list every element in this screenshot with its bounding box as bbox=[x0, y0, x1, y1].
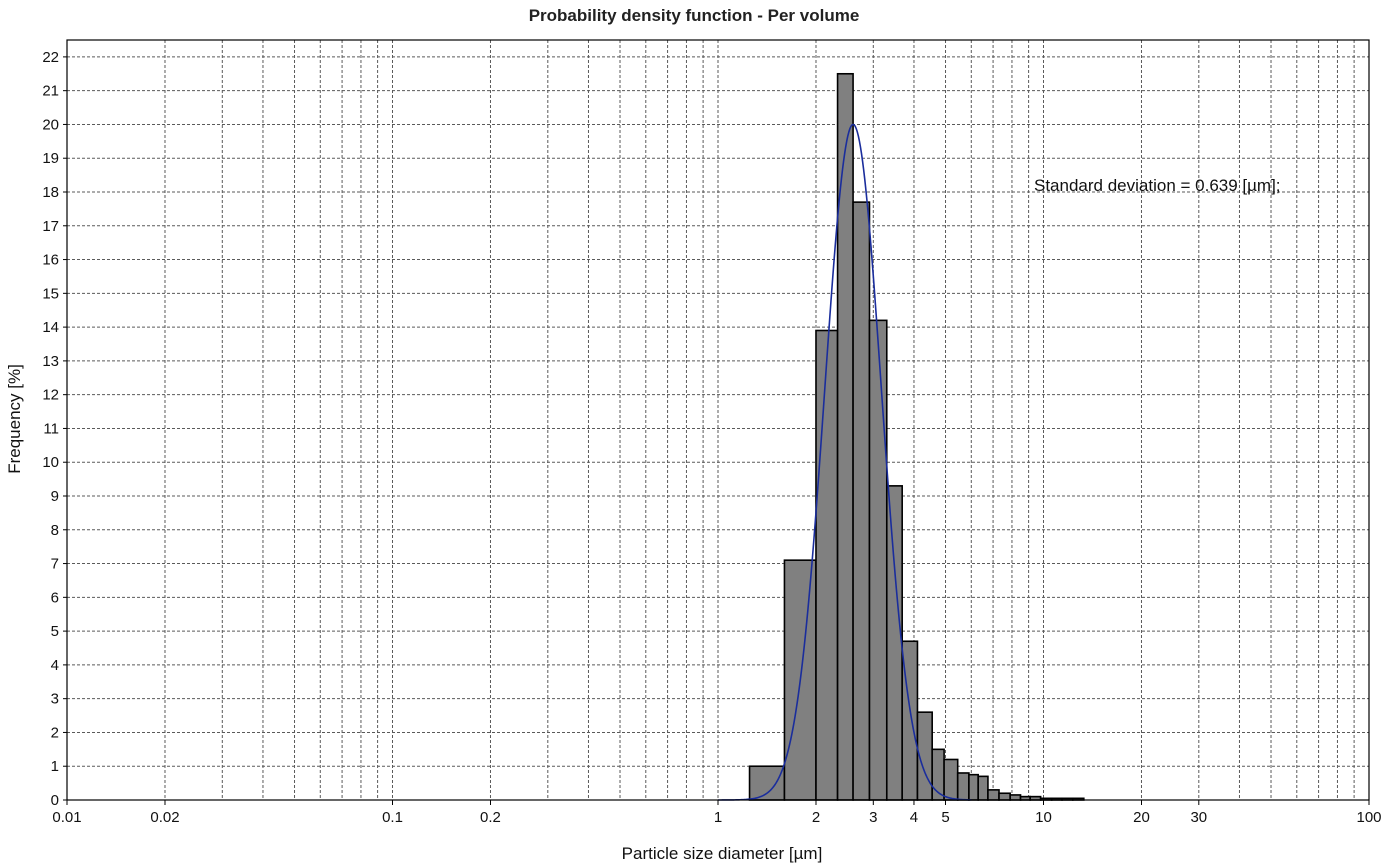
histogram-bar bbox=[977, 775, 989, 801]
y-tick-label: 12 bbox=[42, 387, 59, 404]
histogram-bar bbox=[748, 765, 786, 801]
chart-title: Probability density function - Per volum… bbox=[529, 6, 860, 25]
histogram-bar bbox=[987, 789, 1000, 801]
y-tick-label: 9 bbox=[51, 488, 59, 505]
histogram-bar bbox=[956, 772, 970, 801]
x-tick-label: 20 bbox=[1133, 809, 1150, 826]
histogram-bar bbox=[998, 792, 1011, 801]
histogram-bar bbox=[868, 319, 888, 801]
y-tick-label: 4 bbox=[51, 657, 59, 674]
histogram-bar bbox=[943, 758, 959, 801]
y-tick-label: 14 bbox=[42, 319, 59, 336]
y-tick-label: 6 bbox=[51, 589, 59, 606]
y-tick-label: 10 bbox=[42, 454, 59, 471]
y-tick-label: 11 bbox=[43, 420, 59, 437]
y-tick-label: 22 bbox=[42, 49, 59, 66]
y-tick-label: 5 bbox=[51, 623, 59, 640]
histogram-bar bbox=[885, 485, 903, 801]
histogram-bar bbox=[852, 201, 871, 801]
y-tick-label: 16 bbox=[42, 252, 59, 269]
grid bbox=[67, 40, 1369, 800]
x-tick-label: 4 bbox=[910, 809, 918, 826]
x-tick-label: 100 bbox=[1356, 809, 1381, 826]
x-tick-label: 5 bbox=[941, 809, 949, 826]
std-annotation: Standard deviation = 0.639 [µm]; bbox=[1034, 176, 1281, 195]
y-tick-label: 3 bbox=[51, 691, 59, 708]
histogram-bar bbox=[1009, 794, 1022, 801]
x-axis-ticks: 0.01 0.02 0.1 0.2 1 2 3 4 5 10 20 30 100 bbox=[52, 800, 1382, 826]
y-tick-label: 17 bbox=[42, 218, 59, 235]
x-tick-label: 1 bbox=[714, 809, 722, 826]
histogram-bar bbox=[815, 329, 839, 801]
x-tick-label: 10 bbox=[1035, 809, 1052, 826]
y-tick-label: 7 bbox=[51, 556, 59, 573]
x-axis-label: Particle size diameter [µm] bbox=[622, 844, 823, 863]
x-tick-label: 0.02 bbox=[150, 809, 179, 826]
x-tick-label: 0.2 bbox=[480, 809, 501, 826]
bars bbox=[748, 72, 1085, 801]
y-tick-label: 18 bbox=[42, 184, 59, 201]
x-tick-label: 30 bbox=[1190, 809, 1207, 826]
histogram-bar bbox=[968, 773, 979, 801]
y-tick-label: 1 bbox=[51, 758, 59, 775]
y-tick-label: 15 bbox=[42, 285, 59, 302]
x-tick-label: 0.1 bbox=[382, 809, 403, 826]
y-tick-label: 8 bbox=[51, 522, 59, 539]
y-tick-label: 21 bbox=[42, 83, 59, 100]
y-tick-label: 20 bbox=[42, 116, 59, 133]
y-tick-label: 13 bbox=[42, 353, 59, 370]
x-tick-label: 0.01 bbox=[52, 809, 81, 826]
histogram-bar bbox=[836, 72, 854, 801]
x-tick-label: 3 bbox=[869, 809, 877, 826]
y-tick-label: 0 bbox=[51, 792, 59, 809]
y-tick-label: 2 bbox=[51, 724, 59, 741]
y-axis-label: Frequency [%] bbox=[5, 364, 24, 474]
x-tick-label: 2 bbox=[812, 809, 820, 826]
fit-curve bbox=[718, 123, 972, 801]
y-tick-label: 19 bbox=[42, 150, 59, 167]
